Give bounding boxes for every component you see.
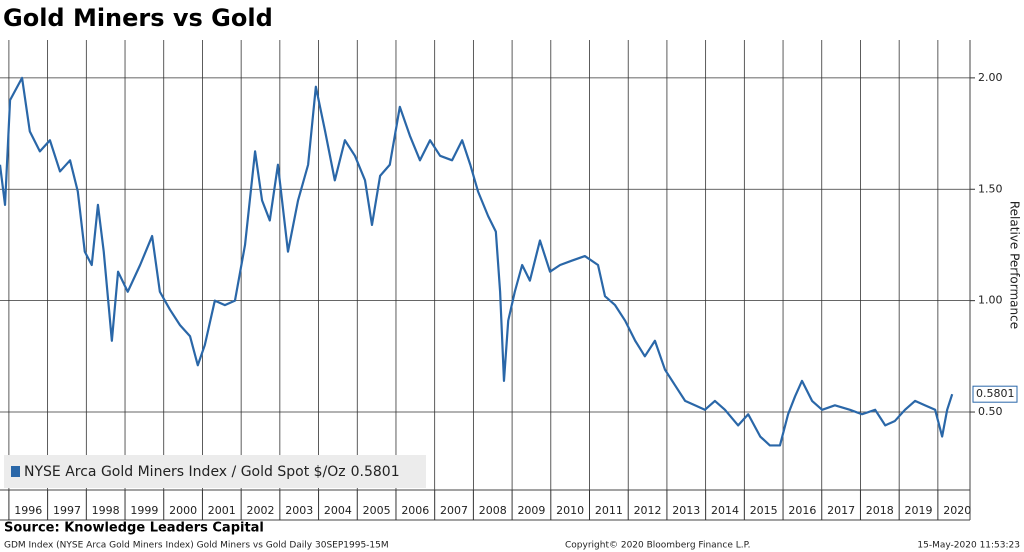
last-value-label: 0.5801: [976, 387, 1015, 400]
x-tick-label: 2000: [169, 504, 197, 517]
source-note: Source: Knowledge Leaders Capital: [4, 521, 264, 536]
x-tick-label: 2016: [788, 504, 816, 517]
x-tick-label: 1998: [92, 504, 120, 517]
last-value-box: [972, 385, 1018, 403]
x-tick-label: 2012: [634, 504, 662, 517]
x-tick-label: 2018: [866, 504, 894, 517]
plot-area: [0, 40, 970, 490]
legend-label: NYSE Arca Gold Miners Index / Gold Spot …: [24, 464, 346, 480]
x-tick-label: 2004: [324, 504, 352, 517]
x-tick-label: 2007: [440, 504, 468, 517]
footer-description: GDM Index (NYSE Arca Gold Miners Index) …: [4, 541, 389, 551]
x-tick-label: 2009: [517, 504, 545, 517]
x-tick-label: 1996: [14, 504, 42, 517]
x-tick-label: 1999: [130, 504, 158, 517]
chart-title: Gold Miners vs Gold: [3, 4, 273, 32]
x-tick-label: 2015: [750, 504, 778, 517]
y-tick-label: 1.50: [978, 182, 1003, 195]
x-tick-label: 2006: [401, 504, 429, 517]
x-tick-label: 2005: [363, 504, 391, 517]
x-tick-label: 2010: [556, 504, 584, 517]
x-tick-label: 2020: [943, 504, 971, 517]
x-tick-label: 2011: [595, 504, 623, 517]
y-axis-title: Relative Performance: [1008, 201, 1022, 329]
footer-copyright: Copyright© 2020 Bloomberg Finance L.P.: [565, 541, 750, 551]
legend-box: [4, 455, 426, 488]
legend-value: 0.5801: [351, 464, 400, 480]
y-tick-label: 0.50: [978, 405, 1003, 418]
x-tick-label: 2001: [208, 504, 236, 517]
legend-swatch: [11, 466, 20, 477]
x-tick-label: 2013: [672, 504, 700, 517]
x-tick-label: 2014: [711, 504, 739, 517]
x-tick-label: 2008: [479, 504, 507, 517]
x-tick-label: 1997: [53, 504, 81, 517]
y-tick-label: 2.00: [978, 71, 1003, 84]
footer-timestamp: 15-May-2020 11:53:23: [917, 541, 1020, 551]
series-line: [0, 76, 954, 447]
x-tick-label: 2019: [905, 504, 933, 517]
x-tick-label: 2003: [285, 504, 313, 517]
x-tick-label: 2002: [246, 504, 274, 517]
y-tick-label: 1.00: [978, 294, 1003, 307]
x-tick-label: 2017: [827, 504, 855, 517]
